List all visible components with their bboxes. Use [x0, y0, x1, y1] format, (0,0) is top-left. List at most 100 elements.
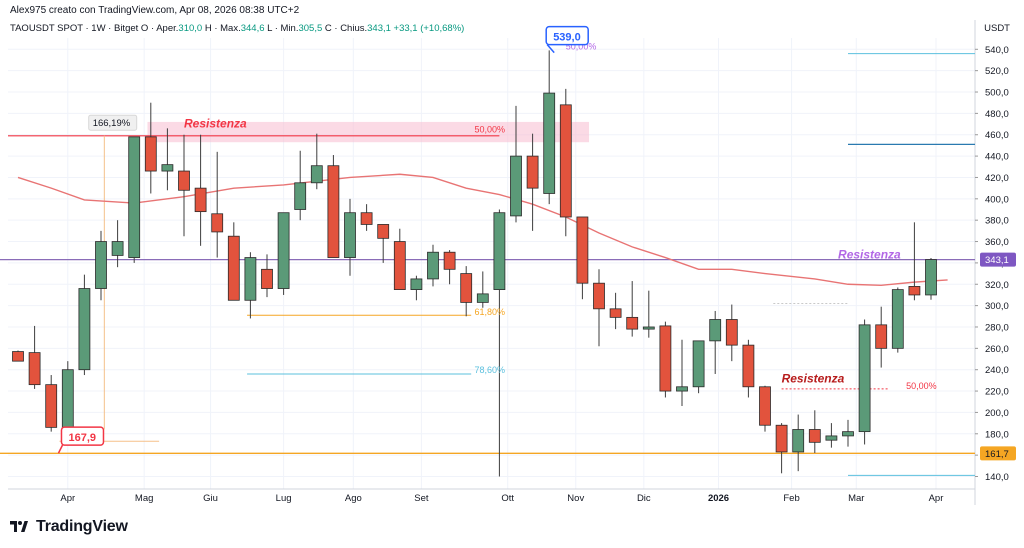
fib-label: 50,00%: [906, 381, 937, 391]
candle: [925, 257, 937, 300]
last-price-tag: [980, 252, 1016, 267]
candle-body: [178, 170, 190, 191]
candle-body: [808, 429, 821, 443]
close-value: 343,1: [367, 23, 391, 34]
candle: [510, 105, 522, 223]
candle: [45, 375, 58, 432]
resistance-label: Resistenza: [184, 116, 247, 130]
candle: [327, 155, 340, 258]
candle: [78, 274, 91, 376]
x-tick-label: Nov: [567, 493, 584, 504]
y-tick-label: 140,0: [985, 472, 1009, 483]
candle-body: [95, 241, 107, 289]
candle-body: [543, 92, 556, 194]
close-label: C · Chius.: [324, 23, 368, 34]
candle-body: [128, 136, 141, 258]
candle: [593, 269, 605, 347]
candle-body: [709, 319, 722, 342]
candle-body: [194, 187, 207, 213]
candle: [692, 340, 705, 394]
x-tick-label: Mag: [135, 493, 153, 504]
candle-body: [858, 324, 871, 433]
candle-body: [393, 241, 406, 290]
candle-body: [327, 165, 340, 258]
candle-body: [593, 282, 605, 310]
candle-body: [161, 164, 174, 172]
candle-body: [476, 293, 489, 303]
candle: [144, 102, 157, 194]
candle: [377, 224, 390, 263]
tradingview-brand: TradingView: [8, 518, 128, 536]
candle-body: [427, 251, 439, 280]
y-tick-label: 180,0: [985, 429, 1009, 440]
candle: [294, 150, 307, 221]
candle-body: [559, 104, 572, 218]
candle-body: [460, 273, 473, 303]
candle-body: [725, 319, 738, 346]
y-tick-label: 540,0: [985, 45, 1009, 56]
candle: [244, 252, 257, 319]
low-price-callout: [60, 426, 105, 446]
candle-body: [12, 351, 24, 362]
x-tick-label: Feb: [783, 493, 799, 504]
x-tick-label: Giu: [203, 493, 218, 504]
resistance-zone: [147, 121, 590, 143]
y-tick-label: 320,0: [985, 280, 1009, 291]
candle: [427, 244, 439, 287]
symbol-info-line: TAOUSDT SPOT · 1W · Bitget O · Aper.310,…: [10, 23, 464, 34]
y-tick-label: 440,0: [985, 152, 1009, 163]
candle-body: [659, 325, 672, 392]
candle-body: [310, 165, 323, 184]
x-axis-labels: Apr Mag Giu Lug Ago Set Ott Nov Dic 2026 Feb Mar Apr: [60, 493, 943, 504]
candle-body: [261, 268, 273, 289]
candle-body: [875, 324, 888, 349]
candle-body: [759, 386, 771, 426]
candle-body: [676, 386, 688, 392]
candle: [875, 306, 888, 368]
candle-body: [642, 326, 655, 330]
x-tick-label: Apr: [60, 493, 75, 504]
high-price-pointer: [546, 44, 555, 54]
candle-body: [775, 424, 788, 453]
y-tick-label: 520,0: [985, 66, 1009, 77]
candle: [95, 230, 107, 301]
candle-body: [443, 251, 456, 270]
candle-body: [908, 285, 921, 296]
candle: [659, 321, 672, 398]
candle-body: [742, 344, 755, 388]
y-tick-label: 280,0: [985, 322, 1009, 333]
fib-label: 78,60%: [475, 365, 506, 375]
y-tick-label: 500,0: [985, 88, 1009, 99]
candle: [261, 254, 273, 298]
x-tick-label: Set: [414, 493, 429, 504]
candle: [194, 134, 207, 246]
candle-body: [211, 213, 224, 233]
x-tick-label: Mar: [848, 493, 864, 504]
candle-body: [360, 212, 373, 225]
x-tick-label: 2026: [708, 493, 729, 504]
candle: [360, 204, 373, 231]
candle: [12, 350, 24, 362]
x-tick-label: Lug: [276, 493, 292, 504]
candle: [128, 136, 141, 263]
fib-label: 50,00%: [475, 125, 506, 135]
candle: [676, 339, 688, 407]
fib-label: 50,00%: [566, 41, 597, 51]
candle-body: [410, 278, 423, 291]
candle: [842, 419, 854, 447]
candle-body: [626, 316, 639, 330]
candle: [891, 287, 904, 353]
x-tick-label: Ott: [501, 493, 514, 504]
candle-body: [45, 384, 58, 428]
resistance-label: Resistenza: [838, 248, 901, 262]
candle: [642, 290, 655, 338]
candle: [808, 410, 821, 454]
candle-body: [111, 241, 124, 256]
candle: [61, 361, 74, 435]
currency-label: USDT: [984, 23, 1010, 34]
candle: [626, 281, 639, 337]
change-value: +33,1 (+10,68%): [393, 23, 465, 34]
candle-body: [510, 155, 522, 217]
y-tick-label: 220,0: [985, 387, 1009, 398]
